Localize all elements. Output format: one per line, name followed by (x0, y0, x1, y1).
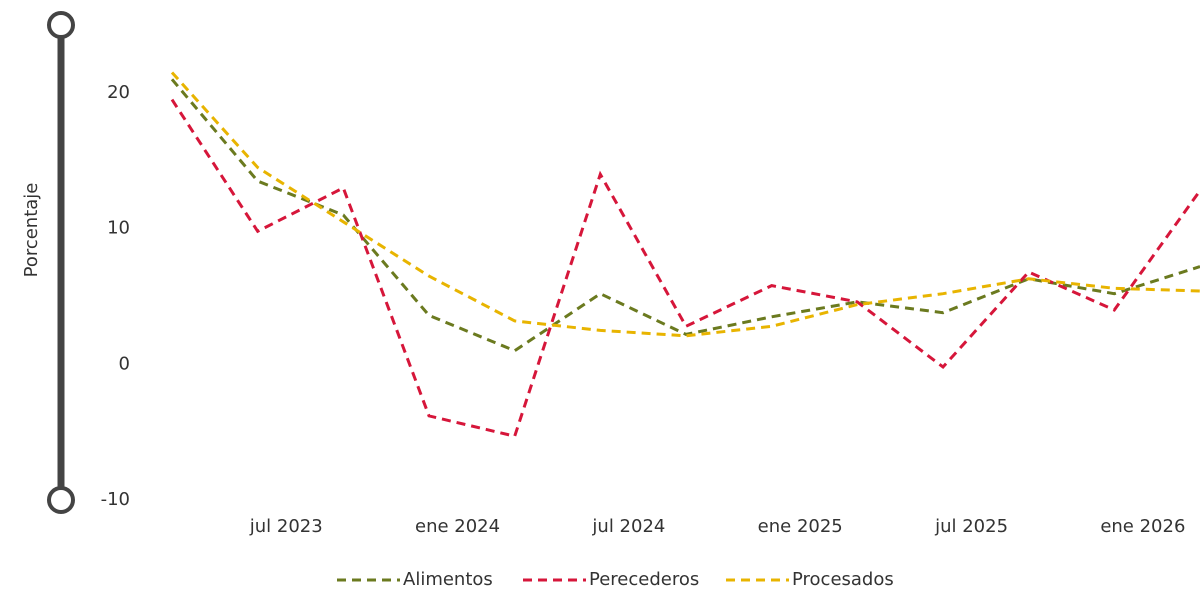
legend-label: Alimentos (403, 569, 493, 590)
x-tick-label: jul 2023 (249, 516, 323, 537)
y-tick-label: 0 (119, 353, 130, 374)
x-tick-label: jul 2025 (934, 516, 1008, 537)
y-axis-end (47, 486, 75, 514)
legend-label: Perecederos (589, 569, 699, 590)
y-tick-label: -10 (101, 489, 130, 510)
x-tick-label: ene 2025 (758, 516, 843, 537)
x-tick-label: ene 2026 (1100, 516, 1185, 537)
y-tick-label: 10 (107, 218, 130, 239)
line (170, 78, 1200, 353)
line (170, 98, 1200, 438)
y-axis-label: Porcentaje (21, 183, 42, 278)
x-tick-label: jul 2024 (591, 516, 665, 537)
line (170, 71, 1200, 338)
y-tick-label: 20 (107, 82, 130, 103)
x-tick-label: ene 2024 (415, 516, 500, 537)
legend-label: Procesados (792, 569, 894, 590)
y-axis-end (47, 11, 75, 39)
